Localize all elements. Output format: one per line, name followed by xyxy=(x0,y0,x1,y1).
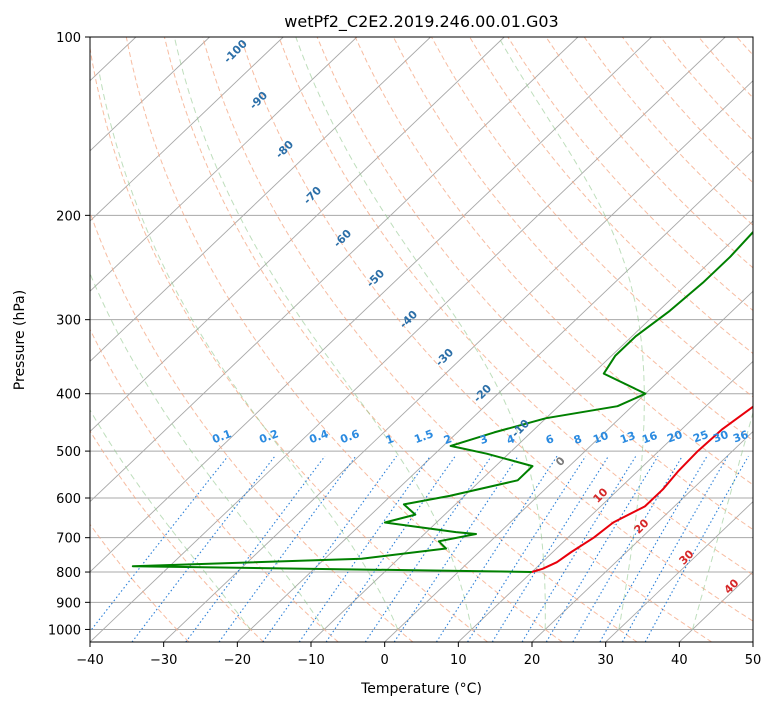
dry-adiabat-line xyxy=(316,37,753,531)
isotherm-line xyxy=(163,80,753,642)
mixing-ratio-line xyxy=(325,455,456,642)
dry-adiabat-line xyxy=(125,37,563,642)
mixing-ratio-line xyxy=(218,455,357,642)
isotherm-line xyxy=(90,37,358,292)
mixing-ratio-label: 0.1 xyxy=(210,427,233,446)
dry-adiabat-line xyxy=(90,429,264,642)
x-tick-label: 20 xyxy=(524,653,541,668)
isotherm-line xyxy=(458,360,753,642)
y-tick-label: 100 xyxy=(56,31,81,46)
profile-line-temperature xyxy=(531,405,753,573)
dry-adiabat-line xyxy=(202,37,712,642)
mixing-ratio-label: 30 xyxy=(711,428,730,446)
mixing-ratio-label: 3 xyxy=(478,432,490,447)
y-tick-label: 800 xyxy=(56,566,81,581)
dry-adiabat-line xyxy=(90,45,488,642)
mixing-ratio-line xyxy=(644,455,749,642)
y-tick-label: 400 xyxy=(56,388,81,403)
mixing-ratio-line xyxy=(621,455,729,642)
mixing-ratio-label: 2 xyxy=(442,432,454,447)
mixing-ratio-line xyxy=(131,455,276,642)
mixing-ratio-label: 1 xyxy=(384,432,396,447)
x-tick-label: 0 xyxy=(381,653,389,668)
isotherm-line xyxy=(310,220,753,642)
y-tick-label: 600 xyxy=(56,492,81,507)
mixing-ratio-label: 0.2 xyxy=(257,427,280,446)
chart-title: wetPf2_C2E2.2019.246.00.01.G03 xyxy=(284,12,558,32)
isotherm-line xyxy=(384,290,753,642)
mixing-ratio-line xyxy=(364,455,492,642)
moist-adiabat-line xyxy=(90,408,251,630)
mixing-ratio-line xyxy=(545,455,659,642)
isotherm-line xyxy=(752,641,753,642)
mixing-ratio-line xyxy=(393,455,519,642)
moist-adiabat-line xyxy=(498,37,645,630)
y-tick-label: 1000 xyxy=(48,623,81,638)
x-tick-label: −10 xyxy=(297,653,324,668)
y-tick-label: 900 xyxy=(56,596,81,611)
mixing-ratio-line xyxy=(262,455,397,642)
isotherm-line xyxy=(0,37,62,642)
isotherm-line xyxy=(90,37,505,433)
mixing-ratio-label: 13 xyxy=(618,429,637,446)
mixing-ratio-line xyxy=(521,455,637,642)
isotherm-line xyxy=(90,37,284,222)
dry-adiabat-line xyxy=(163,37,638,642)
profile-line-dewpoint xyxy=(131,230,753,573)
x-tick-label: 50 xyxy=(745,653,762,668)
x-tick-label: 40 xyxy=(671,653,688,668)
y-tick-label: 500 xyxy=(56,445,81,460)
plot-area xyxy=(90,37,753,642)
mixing-ratio-label: 8 xyxy=(572,432,584,447)
x-tick-label: −40 xyxy=(76,653,103,668)
y-tick-label: 200 xyxy=(56,209,81,224)
dry-adiabat-line xyxy=(240,37,753,622)
mixing-ratio-label: 0.6 xyxy=(338,427,361,446)
y-tick-label: 700 xyxy=(56,532,81,547)
y-axis-title: Pressure (hPa) xyxy=(12,290,28,390)
mixing-ratio-label: 25 xyxy=(691,428,710,445)
x-tick-label: 10 xyxy=(450,653,467,668)
x-axis-title: Temperature (°C) xyxy=(360,681,482,697)
isotherm-line xyxy=(90,37,652,573)
moist-adiabat-line xyxy=(98,72,399,630)
moist-adiabat-line xyxy=(90,272,325,630)
y-tick-label: 300 xyxy=(56,314,81,329)
mixing-ratio-label: 16 xyxy=(640,429,659,447)
dry-adiabat-line xyxy=(469,37,753,355)
dry-adiabat-line xyxy=(392,37,753,442)
dry-adiabat-line xyxy=(90,211,414,642)
mixing-ratio-label: 10 xyxy=(591,429,610,447)
mixing-ratio-label: 20 xyxy=(665,428,684,446)
isotherm-line xyxy=(90,37,579,503)
isotherm-line xyxy=(531,430,753,642)
mixing-ratio-line xyxy=(572,455,683,642)
mixing-ratio-label: 6 xyxy=(544,432,556,447)
mixing-ratio-line xyxy=(298,455,431,642)
plot-frame xyxy=(89,36,754,643)
x-tick-label: −20 xyxy=(224,653,251,668)
isotherm-line xyxy=(90,37,726,642)
isotherm-line xyxy=(237,150,753,642)
dry-adiabat-line xyxy=(90,523,190,642)
mixing-ratio-label: 1.5 xyxy=(412,427,435,446)
mixing-ratio-label: 36 xyxy=(731,428,750,446)
moist-adiabat-line xyxy=(295,37,546,630)
isotherm-line xyxy=(90,37,210,152)
x-tick-label: −30 xyxy=(150,653,177,668)
mixing-ratio-label: 0.4 xyxy=(307,427,330,446)
moist-adiabat-line xyxy=(173,37,472,630)
mixing-ratio-label: 4 xyxy=(505,432,517,447)
mixing-ratio-line xyxy=(185,455,326,642)
x-tick-label: 30 xyxy=(597,653,614,668)
moist-adiabat-line xyxy=(692,410,753,630)
isotherm-line xyxy=(605,501,753,642)
isotherm-line xyxy=(90,37,431,362)
